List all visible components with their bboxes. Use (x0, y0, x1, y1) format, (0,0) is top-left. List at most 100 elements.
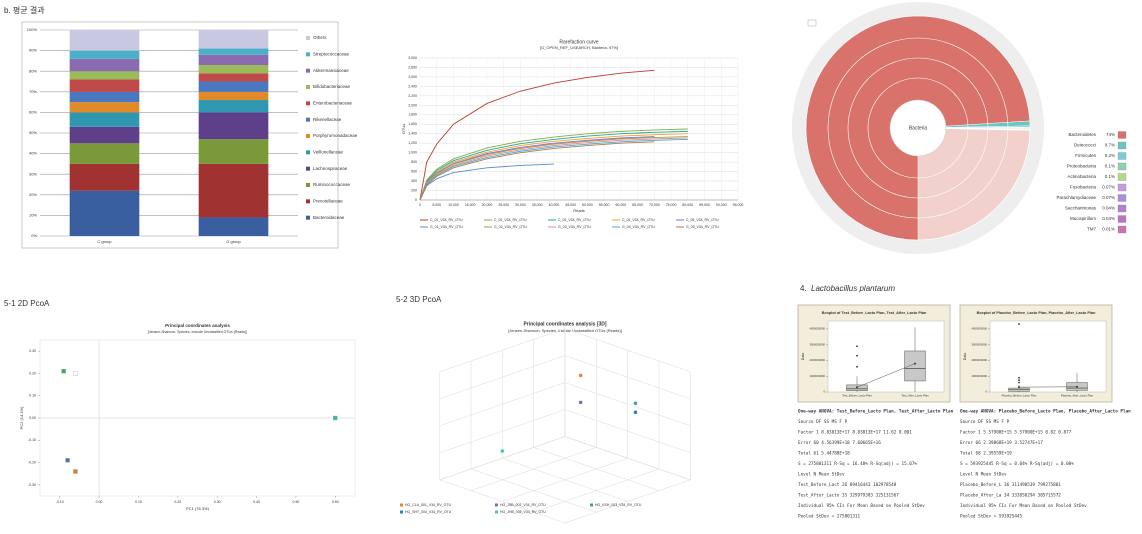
anova-line: Factor 1 5.57900E+15 5.57900E+15 0.02 0.… (960, 430, 1072, 436)
scatter-point (578, 373, 583, 378)
center-label: Bacteria (909, 125, 928, 131)
y-tick-label: 2,200 (408, 94, 417, 98)
y-tick-label: 80% (29, 68, 37, 73)
bar-segment (198, 48, 269, 55)
legend-swatch (306, 68, 310, 73)
species-name: Lactobacillus plantarum (811, 284, 895, 293)
y-tick-label: 100% (27, 27, 38, 32)
legend-swatch (306, 150, 310, 155)
x-tick-label: 90,000 (716, 203, 727, 207)
legend-label: G_04_V34_RV_OTU (622, 225, 655, 229)
scatter-point (65, 458, 70, 463)
legend-swatch (1117, 204, 1127, 213)
x-tick-label: 0.20 (174, 500, 181, 504)
y-tick-label: 1,800 (408, 113, 417, 117)
legend-swatch (1117, 225, 1127, 234)
series-line (419, 128, 688, 201)
scatter-point (633, 401, 638, 406)
bar-segment (69, 126, 140, 144)
series-line (419, 69, 655, 201)
y-tick-label: 3000000000 (971, 342, 987, 346)
bar-segment (69, 71, 140, 80)
y-axis-label: PC2 (14.1%) (19, 406, 24, 430)
legend-swatch (1117, 194, 1127, 202)
chart-title: Rarefaction curve (559, 39, 598, 45)
anova-line: Factor 1 8.83813E+17 8.83813E+17 11.62 0… (798, 430, 912, 436)
y-tick-label: 600 (411, 170, 417, 174)
y-tick-label: 90% (29, 48, 37, 53)
x-tick-label: Test_Before_Lacto Plan (842, 394, 872, 398)
legend-swatch (306, 215, 310, 220)
y-tick-label: 3,000 (408, 56, 417, 60)
legend-swatch (306, 101, 310, 106)
section-heading: 4. (800, 284, 807, 293)
y-tick-label: 200 (411, 188, 417, 192)
scatter-point (73, 469, 78, 474)
grid-line (564, 479, 691, 524)
bar-segment (198, 81, 269, 92)
anova-line: Individual 95% CIs For Mean Based on Poo… (798, 503, 925, 509)
anova-line: Test_Before_Lact 26 89416443 102978548 (798, 482, 897, 488)
x-tick-label: 0.50 (293, 500, 300, 504)
chart-title: Principal coordinates analysis [3D] (523, 321, 606, 327)
anova-line: One-way ANOVA: Placebo_Before_Lacto Plan… (960, 409, 1131, 415)
legend-label: Porphyromonadaceae (313, 133, 358, 138)
anova-line: Source DF SS MS F P (960, 419, 1010, 425)
y-tick-label: 4000000000 (809, 327, 825, 331)
legend-value: 0.04% (1102, 216, 1115, 221)
series-line (419, 141, 655, 201)
bar-segment (198, 65, 269, 74)
y-tick-label: 800 (411, 160, 417, 164)
y-tick-label: 1000000000 (809, 374, 825, 378)
bar-segment (198, 91, 269, 101)
legend-swatch (306, 117, 310, 122)
legend-swatch (306, 199, 310, 204)
legend-value: 0.1% (1105, 174, 1115, 179)
anova-line: One-way ANOVA: Test_Before_Lacto Plan, T… (798, 409, 954, 415)
series-line (419, 136, 688, 201)
grid-line (439, 328, 566, 373)
y-tick-label: 0.10 (29, 394, 36, 398)
bar-segment (69, 58, 140, 72)
legend-label: G_02_V34_RV_OTU (494, 225, 527, 229)
chart-subtitle: [Jensen-Shannon, Species, Include Unclas… (148, 330, 247, 334)
legend-swatch (306, 52, 310, 57)
section-heading: 5-2 3D PcoA (396, 295, 442, 304)
y-tick-label: 20% (29, 192, 37, 197)
anova-line: S = 275801311 R-Sq = 16.48% R-Sq(adj) = … (798, 461, 917, 467)
x-tick-label: 30,000 (515, 203, 526, 207)
legend-swatch (306, 183, 310, 187)
legend-value: 0.1% (1105, 164, 1115, 169)
legend-label: HG_SHT_004_V34_RV_OTU (405, 510, 452, 514)
legend-label: C_03_V34_RV_OTU (558, 218, 591, 222)
y-tick-label: 0 (985, 390, 987, 394)
bar-segment (198, 217, 269, 236)
y-tick-label: 1,200 (408, 141, 417, 145)
outlier (856, 354, 858, 357)
x-tick-label: 35,000 (532, 203, 543, 207)
legend-label: HG_JSB_002_V34_RV_OTU (500, 503, 546, 507)
legend-label: HG_KSH_003_V34_RV_OTU (595, 503, 642, 507)
x-axis-label: Reads (573, 208, 585, 213)
bar-segment (198, 100, 269, 113)
legend-swatch (1117, 152, 1127, 160)
legend-label: C_04_V34_RV_OTU (622, 218, 655, 222)
outlier (856, 365, 858, 368)
x-tick-label: 65,000 (632, 203, 643, 207)
x-tick-label: 95,000 (733, 203, 744, 207)
legend-label: Actinobacteria (1067, 174, 1096, 179)
legend-swatch (1117, 141, 1127, 150)
x-tick-label: 80,000 (682, 203, 693, 207)
bar-segment (198, 30, 269, 49)
y-tick-label: 3000000000 (809, 342, 825, 346)
y-tick-label: -0.20 (28, 460, 36, 464)
legend-swatch (495, 510, 498, 514)
legend-label: Enterobacteriaceae (313, 101, 353, 106)
legend-label: Deinococci (1074, 143, 1096, 148)
plot-area (989, 320, 1107, 393)
y-tick-label: 1,600 (408, 122, 417, 126)
y-tick-label: 60% (29, 109, 37, 114)
bar-segment (69, 79, 140, 92)
legend-swatch (1117, 173, 1127, 181)
bar-segment (69, 50, 140, 59)
